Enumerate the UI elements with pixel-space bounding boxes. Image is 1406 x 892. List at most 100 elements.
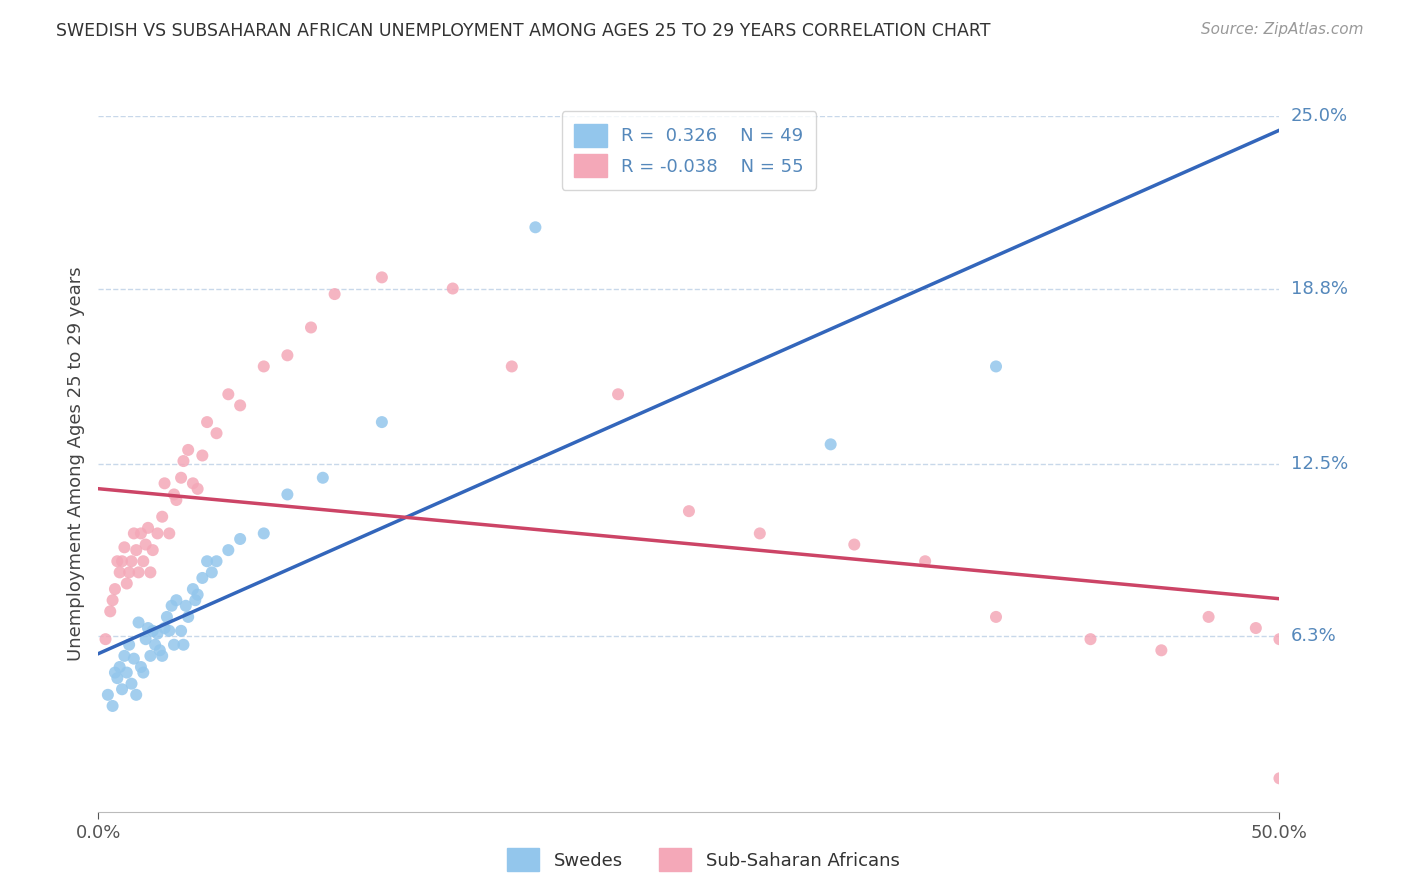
Point bbox=[115, 576, 138, 591]
Point bbox=[142, 624, 165, 638]
Point bbox=[177, 442, 200, 457]
Point bbox=[121, 676, 143, 690]
Point bbox=[172, 454, 194, 468]
Point bbox=[101, 593, 124, 607]
Point bbox=[139, 566, 162, 580]
Point bbox=[191, 571, 214, 585]
Point bbox=[217, 543, 239, 558]
Point bbox=[105, 671, 128, 685]
Point bbox=[132, 665, 155, 680]
Point bbox=[195, 415, 218, 429]
Point bbox=[112, 648, 135, 663]
Point bbox=[205, 426, 228, 441]
Point bbox=[1244, 621, 1267, 635]
Point bbox=[104, 582, 127, 596]
Point bbox=[111, 682, 134, 697]
Point bbox=[678, 504, 700, 518]
Point bbox=[229, 398, 252, 412]
Point bbox=[984, 359, 1007, 374]
Point bbox=[132, 554, 155, 568]
Point bbox=[136, 521, 159, 535]
Point bbox=[146, 626, 169, 640]
Point bbox=[253, 526, 276, 541]
Point bbox=[187, 482, 209, 496]
Point bbox=[1150, 643, 1173, 657]
Point bbox=[129, 660, 152, 674]
Point bbox=[501, 359, 523, 374]
Point bbox=[135, 632, 157, 647]
Point bbox=[195, 554, 218, 568]
Point bbox=[229, 532, 252, 546]
Point bbox=[163, 638, 186, 652]
Point bbox=[1198, 610, 1220, 624]
Point bbox=[371, 270, 394, 285]
Point bbox=[156, 610, 179, 624]
Point bbox=[312, 471, 335, 485]
Point bbox=[157, 624, 180, 638]
Point bbox=[149, 643, 172, 657]
Text: 18.8%: 18.8% bbox=[1291, 279, 1347, 298]
Point bbox=[1080, 632, 1102, 647]
Point bbox=[136, 621, 159, 635]
Point bbox=[253, 359, 276, 374]
Point bbox=[142, 543, 165, 558]
Point bbox=[128, 615, 150, 630]
Point bbox=[181, 476, 204, 491]
Point bbox=[184, 593, 207, 607]
Point bbox=[104, 665, 127, 680]
Point bbox=[153, 621, 176, 635]
Point bbox=[111, 554, 134, 568]
Point bbox=[524, 220, 547, 235]
Point bbox=[108, 566, 131, 580]
Point bbox=[129, 526, 152, 541]
Point bbox=[163, 487, 186, 501]
Point bbox=[187, 588, 209, 602]
Point bbox=[146, 526, 169, 541]
Point bbox=[165, 593, 187, 607]
Point bbox=[118, 638, 141, 652]
Legend: R =  0.326    N = 49, R = -0.038    N = 55: R = 0.326 N = 49, R = -0.038 N = 55 bbox=[561, 112, 817, 190]
Point bbox=[170, 471, 193, 485]
Point bbox=[122, 526, 145, 541]
Point bbox=[276, 487, 298, 501]
Point bbox=[98, 604, 121, 618]
Point bbox=[160, 599, 183, 613]
Point bbox=[153, 476, 176, 491]
Y-axis label: Unemployment Among Ages 25 to 29 years: Unemployment Among Ages 25 to 29 years bbox=[66, 267, 84, 661]
Point bbox=[984, 610, 1007, 624]
Point bbox=[101, 698, 124, 713]
Point bbox=[1268, 632, 1291, 647]
Legend: Swedes, Sub-Saharan Africans: Swedes, Sub-Saharan Africans bbox=[499, 841, 907, 879]
Point bbox=[441, 281, 464, 295]
Point bbox=[105, 554, 128, 568]
Point bbox=[170, 624, 193, 638]
Point bbox=[135, 537, 157, 551]
Point bbox=[125, 688, 148, 702]
Point bbox=[299, 320, 322, 334]
Point bbox=[94, 632, 117, 647]
Text: 6.3%: 6.3% bbox=[1291, 627, 1336, 646]
Point bbox=[128, 566, 150, 580]
Point bbox=[150, 509, 173, 524]
Point bbox=[115, 665, 138, 680]
Point bbox=[191, 449, 214, 463]
Point bbox=[97, 688, 120, 702]
Point bbox=[1268, 772, 1291, 786]
Point bbox=[820, 437, 842, 451]
Point bbox=[165, 493, 187, 508]
Point bbox=[112, 541, 135, 555]
Point bbox=[174, 599, 197, 613]
Point bbox=[177, 610, 200, 624]
Point bbox=[914, 554, 936, 568]
Point bbox=[323, 287, 346, 301]
Point bbox=[121, 554, 143, 568]
Point bbox=[276, 348, 298, 362]
Point bbox=[125, 543, 148, 558]
Point bbox=[371, 415, 394, 429]
Point bbox=[201, 566, 224, 580]
Point bbox=[118, 566, 141, 580]
Text: 12.5%: 12.5% bbox=[1291, 455, 1348, 473]
Point bbox=[181, 582, 204, 596]
Point bbox=[844, 537, 866, 551]
Text: 25.0%: 25.0% bbox=[1291, 107, 1348, 125]
